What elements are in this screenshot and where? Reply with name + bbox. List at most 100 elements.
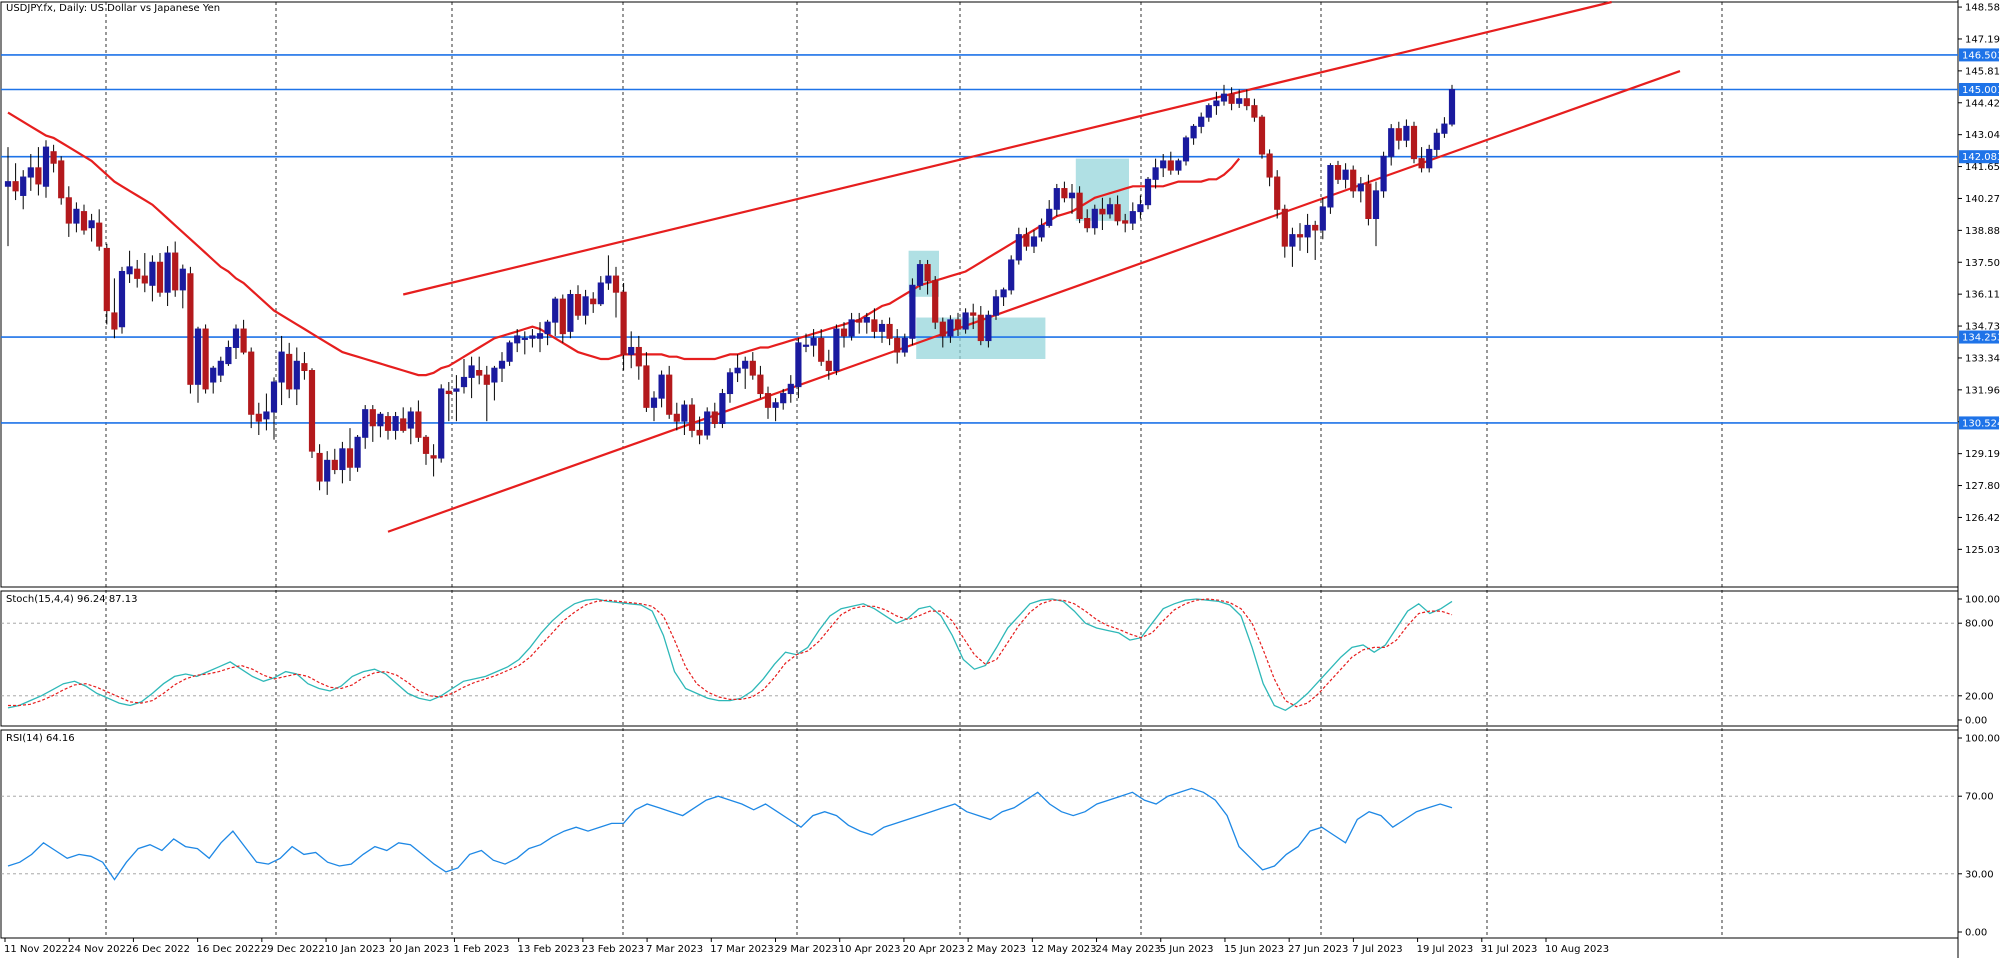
price-tick-label-9: 136.115 (1965, 290, 2000, 301)
price-tick-label-5: 141.655 (1965, 162, 2000, 173)
candle-body-93 (711, 411, 718, 424)
candle-body-76 (582, 296, 589, 316)
candle-body-186 (1418, 158, 1425, 169)
candle-body-127 (970, 312, 977, 316)
candle-body-158 (1205, 105, 1212, 118)
candle-body-43 (331, 459, 338, 471)
date-tick-label-1: 24 Nov 2022 (68, 944, 132, 955)
candle-body-137 (1046, 208, 1053, 226)
price-tick-label-12: 131.960 (1965, 385, 2000, 396)
candle-body-2 (20, 176, 27, 196)
candle-body-122 (932, 280, 939, 323)
candle-body-90 (688, 404, 696, 431)
rsi-pane-border (0, 729, 1959, 939)
candle-body-59 (453, 388, 460, 392)
candles-group (4, 84, 1456, 495)
candle-body-57 (438, 388, 445, 459)
candle-body-134 (1023, 234, 1030, 247)
candle-body-45 (346, 448, 354, 468)
candle-body-23 (179, 268, 186, 291)
date-tick-label-23: 31 Jul 2023 (1481, 944, 1538, 955)
candle-body-183 (1395, 128, 1402, 141)
stoch-main-line (7, 598, 1453, 712)
candle-body-101 (772, 402, 779, 408)
candle-body-77 (590, 298, 597, 305)
date-tick-label-9: 23 Feb 2023 (582, 944, 644, 955)
candle-body-138 (1053, 188, 1060, 210)
candle-body-5 (42, 146, 50, 187)
date-tick-label-24: 10 Aug 2023 (1545, 944, 1609, 955)
candle-body-26 (202, 328, 209, 390)
candle-body-78 (597, 282, 604, 305)
candle-body-70 (536, 333, 544, 339)
candle-body-102 (780, 393, 787, 404)
candle-body-190 (1448, 89, 1456, 125)
date-tick-label-2: 6 Dec 2022 (132, 944, 190, 955)
date-tick-label-20: 27 Jun 2023 (1288, 944, 1348, 955)
candle-body-168 (1281, 208, 1288, 247)
candle-body-121 (924, 264, 931, 282)
candle-body-189 (1441, 123, 1448, 134)
candle-body-171 (1304, 224, 1311, 238)
candle-body-60 (460, 376, 468, 388)
price-tick-label-0: 148.580 (1965, 3, 2000, 14)
candle-body-65 (498, 360, 506, 369)
candle-body-47 (362, 409, 369, 438)
candle-body-84 (643, 365, 650, 408)
candle-body-177 (1350, 169, 1357, 192)
candle-body-61 (468, 365, 475, 378)
level-badge-0 (1959, 48, 1999, 62)
level-badge-label-4: 130.524 (1962, 418, 2000, 429)
candle-body-176 (1342, 169, 1349, 180)
candle-body-147 (1122, 220, 1129, 224)
candle-body-116 (886, 323, 893, 339)
date-tick-label-12: 29 Mar 2023 (775, 944, 838, 955)
rsi-tick-label-3: 0.00 (1965, 928, 1987, 939)
candle-body-55 (422, 436, 430, 454)
candle-body-86 (658, 374, 665, 399)
candle-body-124 (947, 319, 954, 337)
candle-body-118 (901, 337, 908, 353)
price-tick-label-4: 143.040 (1965, 130, 2000, 141)
candle-body-165 (1258, 116, 1266, 155)
candle-body-115 (878, 323, 886, 332)
candle-body-8 (65, 197, 72, 224)
candle-body-87 (666, 374, 673, 415)
stoch-tick-label-0: 100.00 (1965, 595, 2000, 606)
candle-body-105 (802, 344, 810, 347)
candle-body-128 (977, 314, 984, 342)
stoch-pane-border (0, 590, 1959, 727)
candle-body-62 (476, 370, 483, 376)
candle-body-48 (369, 409, 376, 427)
candle-body-120 (916, 264, 924, 286)
candle-body-178 (1357, 183, 1364, 192)
candle-body-133 (1015, 234, 1022, 261)
candle-body-37 (286, 353, 293, 390)
candle-body-44 (339, 448, 346, 471)
date-tick-label-22: 19 Jul 2023 (1417, 944, 1474, 955)
price-tick-label-11: 133.345 (1965, 353, 2000, 364)
price-tick-label-14: 129.190 (1965, 449, 2000, 460)
date-tick-label-16: 12 May 2023 (1031, 944, 1096, 955)
stoch-tick-label-3: 0.00 (1965, 716, 1987, 727)
date-tick-label-14: 20 Apr 2023 (903, 944, 965, 955)
candle-body-153 (1167, 160, 1174, 171)
candle-body-51 (392, 416, 399, 431)
candle-body-181 (1380, 155, 1387, 192)
candle-body-91 (696, 429, 703, 436)
candle-body-114 (871, 319, 878, 332)
candle-body-40 (308, 370, 316, 452)
price-tick-label-7: 138.885 (1965, 226, 2000, 237)
candle-body-16 (126, 266, 133, 275)
candle-body-79 (605, 275, 612, 284)
price-tick-label-10: 134.730 (1965, 322, 2000, 333)
candle-body-184 (1403, 125, 1410, 141)
candle-body-32 (248, 351, 255, 415)
candle-body-99 (757, 374, 764, 395)
date-tick-label-18: 5 Jun 2023 (1160, 944, 1214, 955)
candle-body-110 (840, 328, 848, 337)
candle-body-27 (210, 367, 217, 383)
candle-body-98 (749, 360, 756, 376)
candle-body-67 (514, 335, 521, 344)
